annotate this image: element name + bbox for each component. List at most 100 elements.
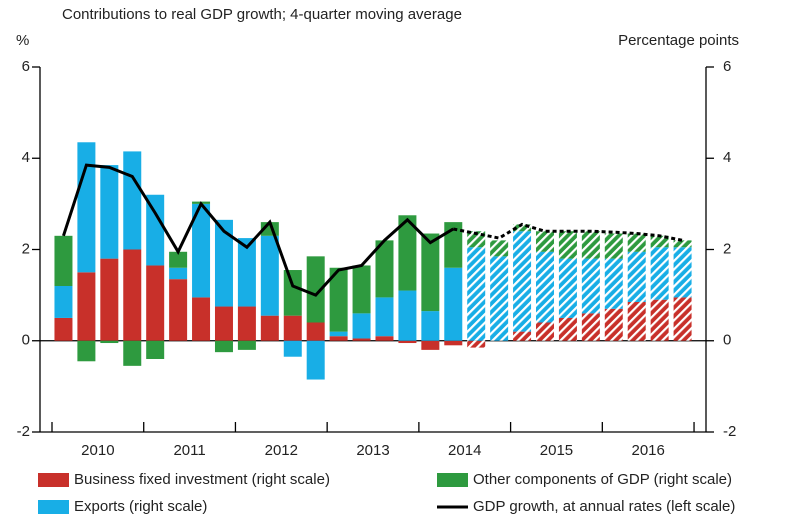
bar: [260, 235, 279, 316]
bar: [627, 301, 646, 341]
bar: [77, 340, 96, 362]
bar: [604, 258, 623, 309]
y-tick-label: 2: [22, 240, 30, 257]
y-axis-label: %: [16, 32, 29, 49]
y2-tick-label: 0: [723, 332, 731, 349]
bar: [581, 258, 600, 314]
bar: [123, 249, 142, 341]
bar: [54, 286, 73, 318]
y2-tick-label: 6: [723, 58, 731, 75]
bar: [581, 313, 600, 341]
y2-tick-label: -2: [723, 423, 736, 440]
bar: [490, 256, 509, 341]
bar: [237, 306, 256, 341]
bar: [581, 231, 600, 259]
x-tick-label: 2011: [173, 442, 205, 459]
bar: [535, 251, 554, 323]
bar: [421, 233, 440, 312]
bar: [352, 338, 371, 341]
legend-label: Exports (right scale): [74, 498, 207, 515]
bar: [513, 231, 532, 332]
bar: [329, 336, 348, 341]
bar: [283, 270, 302, 316]
bar: [306, 322, 325, 341]
bar: [375, 297, 394, 337]
bar: [77, 142, 96, 273]
bar: [467, 340, 486, 348]
bar: [398, 215, 417, 291]
bar: [558, 258, 577, 318]
bar: [444, 340, 463, 346]
bar: [54, 235, 73, 286]
x-tick-label: 2012: [265, 442, 298, 459]
bar: [558, 231, 577, 259]
bar: [604, 308, 623, 341]
bar: [352, 313, 371, 339]
bar: [123, 340, 142, 366]
y-tick-label: 0: [22, 332, 30, 349]
bar: [214, 219, 233, 307]
bar: [673, 247, 692, 298]
legend-label: Business fixed investment (right scale): [74, 471, 330, 488]
bar: [352, 265, 371, 314]
bar: [283, 315, 302, 341]
y2-tick-label: 4: [723, 149, 731, 166]
bar: [398, 340, 417, 344]
bar: [673, 297, 692, 341]
bar: [192, 297, 211, 341]
bar: [421, 311, 440, 341]
y-tick-label: 4: [22, 149, 30, 166]
bar: [558, 317, 577, 341]
bar: [100, 165, 119, 259]
bar: [100, 340, 119, 344]
bar: [444, 222, 463, 268]
y-tick-label: -2: [17, 423, 30, 440]
bar: [123, 151, 142, 250]
bar: [535, 322, 554, 341]
bar: [146, 265, 165, 341]
bar: [650, 235, 669, 248]
bar: [375, 240, 394, 298]
bar: [169, 251, 188, 268]
bar: [169, 267, 188, 280]
bar: [329, 267, 348, 332]
x-tick-label: 2010: [81, 442, 114, 459]
bar: [54, 317, 73, 341]
bar: [535, 231, 554, 252]
bar: [444, 267, 463, 341]
x-tick-label: 2014: [448, 442, 481, 459]
y-tick-label: 6: [22, 58, 30, 75]
line: [62, 163, 455, 297]
bar: [214, 340, 233, 353]
bar: [214, 306, 233, 341]
bar: [100, 258, 119, 341]
bar: [260, 315, 279, 341]
bar: [375, 336, 394, 341]
legend-swatch: [38, 500, 69, 514]
bar: [467, 247, 486, 341]
bar: [490, 240, 509, 257]
bar: [237, 340, 256, 350]
bar: [604, 233, 623, 259]
x-tick-label: 2015: [540, 442, 573, 459]
x-tick-label: 2016: [631, 442, 664, 459]
legend-swatch: [38, 473, 69, 487]
bar: [513, 331, 532, 341]
bar: [650, 299, 669, 341]
bar: [169, 279, 188, 341]
bar: [192, 203, 211, 298]
y2-tick-label: 2: [723, 240, 731, 257]
line-projection: [452, 222, 683, 242]
bar: [673, 240, 692, 248]
x-tick-label: 2013: [356, 442, 389, 459]
bar: [513, 224, 532, 232]
bar: [398, 290, 417, 341]
bar: [627, 251, 646, 302]
bar: [306, 340, 325, 380]
bar: [650, 247, 669, 300]
bar: [306, 256, 325, 323]
bar: [237, 238, 256, 307]
y2-axis-label: Percentage points: [618, 32, 739, 49]
legend-swatch: [437, 473, 468, 487]
